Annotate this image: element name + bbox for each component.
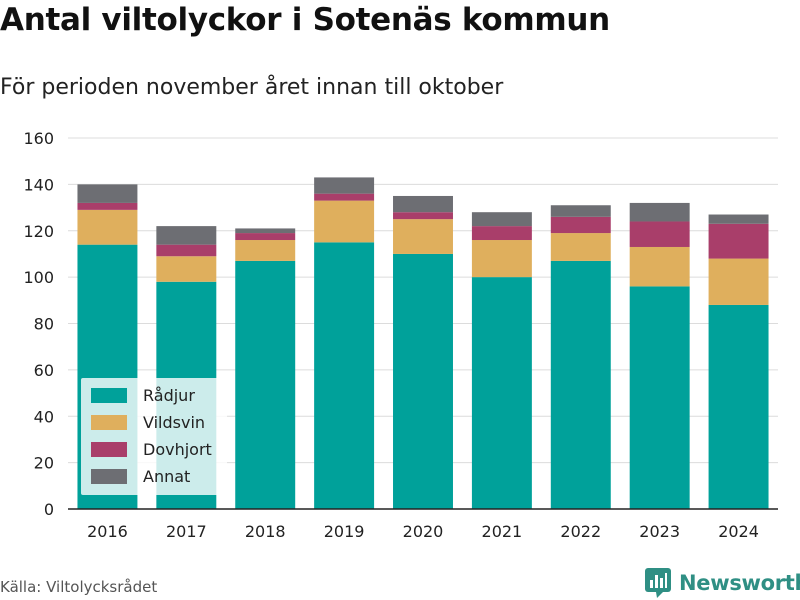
bar-rådjur — [235, 260, 296, 509]
y-tick-label: 0 — [44, 500, 54, 519]
bar-dovhjort — [393, 212, 453, 220]
y-tick-label: 40 — [34, 407, 54, 426]
bar-dovhjort — [156, 244, 217, 257]
bar-rådjur — [629, 286, 690, 509]
x-tick-label: 2020 — [403, 522, 444, 541]
x-tick-label: 2016 — [87, 522, 128, 541]
bar-vildsvin — [77, 209, 138, 245]
bar-rådjur — [550, 260, 611, 509]
y-tick-label: 80 — [34, 315, 54, 334]
bar-dovhjort — [708, 223, 769, 259]
bar-dovhjort — [471, 226, 532, 241]
bar-dovhjort — [77, 202, 138, 210]
bar-dovhjort — [629, 221, 690, 247]
legend-swatch-annat — [91, 469, 127, 484]
legend-label: Rådjur — [143, 386, 195, 405]
brand-name: Newsworthy — [679, 571, 800, 595]
legend-label: Vildsvin — [143, 413, 205, 432]
bar-vildsvin — [314, 200, 375, 243]
x-tick-label: 2017 — [166, 522, 207, 541]
bar-rådjur — [314, 242, 375, 509]
stacked-bar-chart: 0 20 40 60 80 100 120 140 160 2016 2017 2018 2019 202… — [23, 129, 778, 541]
bar-annat — [314, 177, 375, 194]
bar-vildsvin — [550, 233, 611, 261]
legend-swatch-vildsvin — [91, 415, 127, 430]
x-tick-label: 2021 — [482, 522, 523, 541]
bar-annat — [708, 214, 769, 224]
x-tick-label: 2023 — [639, 522, 680, 541]
y-tick-label: 100 — [23, 268, 54, 287]
chart-title: Antal viltolyckor i Sotenäs kommun — [0, 2, 610, 38]
legend-swatch-dovhjort — [91, 442, 127, 457]
y-tick-label: 20 — [34, 454, 54, 473]
bar-rådjur — [471, 277, 532, 509]
x-tick-label: 2018 — [245, 522, 286, 541]
bar-rådjur — [393, 253, 453, 509]
brand-logo: Newsworthy — [645, 568, 800, 598]
legend-label: Dovhjort — [143, 440, 212, 459]
y-tick-label: 60 — [34, 361, 54, 380]
bar-annat — [235, 228, 296, 234]
bar-vildsvin — [708, 258, 769, 305]
bar-vildsvin — [629, 246, 690, 287]
x-tick-label: 2022 — [560, 522, 601, 541]
bar-annat — [77, 184, 138, 203]
legend-box — [81, 378, 227, 495]
bar-vildsvin — [235, 240, 296, 261]
bar-chart-speech-icon — [645, 568, 671, 598]
y-tick-label: 140 — [23, 175, 54, 194]
bar-vildsvin — [471, 240, 532, 278]
x-tick-label: 2019 — [324, 522, 365, 541]
bar-annat — [550, 205, 611, 217]
legend-label: Annat — [143, 467, 190, 486]
chart-subtitle: För perioden november året innan till ok… — [0, 75, 504, 100]
bar-dovhjort — [235, 233, 296, 241]
bar-rådjur — [708, 304, 769, 509]
y-tick-label: 120 — [23, 222, 54, 241]
bar-annat — [471, 212, 532, 227]
bar-annat — [156, 226, 217, 245]
bar-dovhjort — [314, 193, 375, 201]
x-tick-label: 2024 — [718, 522, 759, 541]
source-note: Källa: Viltolycksrådet — [0, 578, 158, 596]
bar-vildsvin — [156, 256, 217, 282]
bar-annat — [393, 195, 453, 213]
legend-swatch-rådjur — [91, 388, 127, 403]
bar-annat — [629, 202, 690, 222]
bar-dovhjort — [550, 216, 611, 234]
bar-vildsvin — [393, 219, 453, 254]
y-tick-label: 160 — [23, 129, 54, 148]
